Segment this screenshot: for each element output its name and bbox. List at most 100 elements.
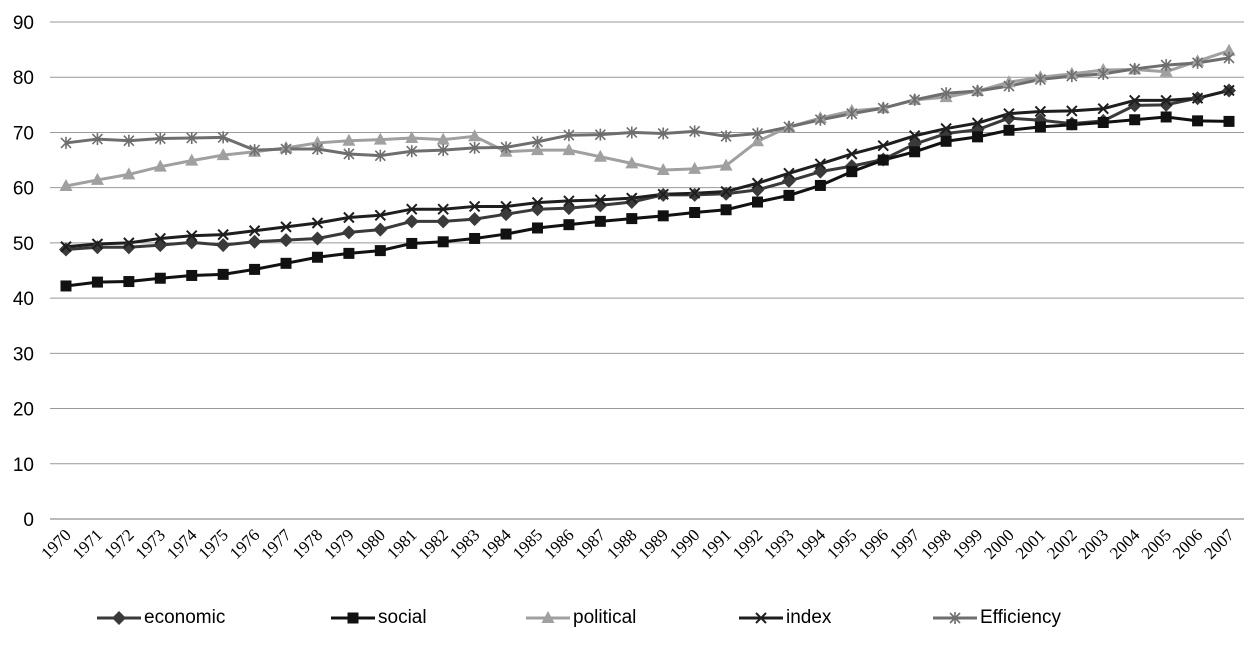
x-tick-label: 2001 [1012,525,1049,562]
x-tick-label: 1975 [195,525,232,562]
data-point [751,177,764,189]
data-point [720,185,732,198]
data-point [406,203,418,215]
x-tick-label: 1981 [383,525,420,562]
data-point [594,215,606,227]
legend-item-efficiency: Efficiency [932,598,1061,638]
data-point [626,192,638,204]
data-point [437,236,449,248]
data-point [971,117,984,129]
markers-efficiency [60,51,1235,162]
data-point [909,146,921,158]
data-point [783,120,795,133]
legend-label: economic [144,607,226,628]
data-point [719,186,734,201]
data-point [531,196,544,209]
y-tick-label: 40 [13,289,34,310]
data-point [940,87,952,100]
data-point [624,195,639,210]
data-point [469,232,481,244]
data-point [91,276,103,288]
data-point [531,222,543,234]
data-point [688,187,701,199]
data-point [689,125,701,138]
data-point [1192,115,1204,127]
x-tick-label: 1977 [257,525,295,563]
x-tick-label: 2004 [1106,525,1144,563]
data-point [279,233,294,248]
data-point [593,198,608,213]
legend-label: social [378,607,427,628]
data-point [563,129,575,142]
data-point [280,221,292,233]
data-point [561,201,576,216]
x-tick-label: 1976 [226,525,263,562]
y-tick-label: 0 [23,510,34,531]
data-point [154,272,166,284]
x-tick-label: 1992 [729,525,766,562]
x-tick-label: 1980 [352,525,389,562]
data-point [186,131,198,144]
data-point [593,149,607,162]
x-tick-label: 1998 [917,525,954,562]
data-point [626,213,638,225]
legend-item-economic: economic [96,598,225,638]
legend-item-social: social [330,598,427,638]
data-point [783,189,795,201]
data-point [594,128,606,141]
legend-marker [347,612,359,624]
y-tick-label: 30 [13,344,34,365]
data-point [1003,124,1015,136]
data-point [500,228,512,240]
data-point [60,136,72,149]
data-point [123,237,135,249]
data-point [248,225,261,237]
x-tick-label: 1991 [697,525,734,562]
data-point [751,127,764,140]
data-point [1129,114,1141,126]
data-point [249,144,261,157]
x-tick-label: 1997 [886,525,924,563]
markers-economic [59,83,1236,257]
data-point [846,148,858,160]
x-tick-label: 1972 [100,525,137,562]
x-tick-label: 1973 [132,525,169,562]
data-point [625,156,639,169]
data-point [1034,121,1046,133]
y-axis-tick-labels: 0 10 20 30 40 50 60 70 80 90 [13,13,34,531]
data-point [1129,62,1141,75]
data-point [185,153,199,166]
legend: economic social political index Efficiency [0,598,1256,638]
data-point [123,276,135,288]
x-tick-label: 2005 [1137,525,1174,562]
data-point [940,135,952,147]
data-point [436,214,451,229]
legend-item-political: political [525,598,636,638]
data-point [626,126,638,139]
data-point [1160,59,1172,72]
data-point [720,130,732,143]
data-point [186,230,198,242]
x-tick-label: 1982 [415,525,452,562]
data-point [186,269,198,281]
data-point [406,145,418,158]
data-point [217,228,229,241]
data-point [60,280,72,292]
data-point [689,207,701,219]
data-point [216,238,231,253]
data-point [90,240,105,255]
x-tick-label: 1988 [603,525,640,562]
data-point [280,257,292,269]
data-point [657,188,669,201]
data-point [1066,105,1078,117]
data-point [877,139,889,152]
x-tick-label: 1996 [855,525,892,562]
x-tick-label: 2006 [1169,525,1206,562]
data-point [1097,102,1109,115]
data-point [280,143,292,156]
data-point [311,217,324,229]
x-tick-label: 1990 [666,525,703,562]
data-point [374,209,387,221]
data-point [972,131,984,143]
